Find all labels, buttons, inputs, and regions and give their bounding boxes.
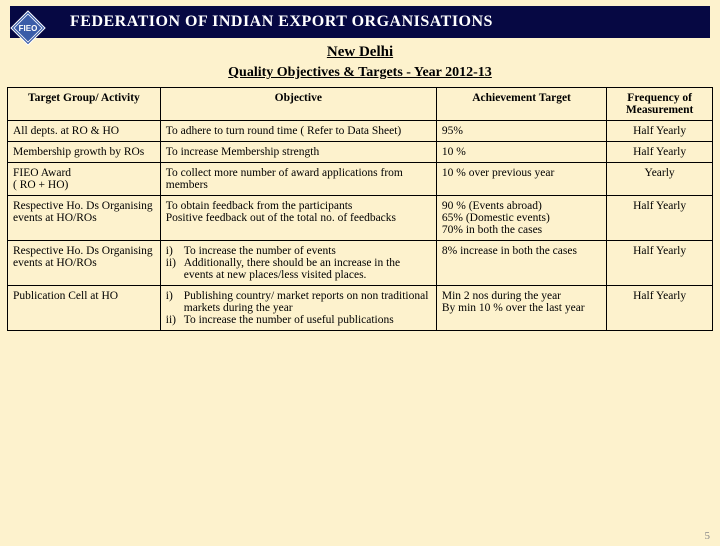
cell-objective: i)To increase the number of eventsii)Add… <box>160 241 436 286</box>
table-row: Respective Ho. Ds Organising events at H… <box>8 241 713 286</box>
fieo-logo: FIEO <box>10 10 46 46</box>
section-title: Quality Objectives & Targets - Year 2012… <box>0 65 720 81</box>
table-row: FIEO Award ( RO + HO)To collect more num… <box>8 163 713 196</box>
cell-objective: To increase Membership strength <box>160 142 436 163</box>
cell-objective: To adhere to turn round time ( Refer to … <box>160 121 436 142</box>
cell-frequency: Half Yearly <box>607 241 713 286</box>
cell-target: 10 % <box>436 142 606 163</box>
cell-activity: Respective Ho. Ds Organising events at H… <box>8 241 161 286</box>
cell-target: 8% increase in both the cases <box>436 241 606 286</box>
table-row: Respective Ho. Ds Organising events at H… <box>8 196 713 241</box>
col-frequency: Frequency of Measurement <box>607 88 713 121</box>
cell-activity: Respective Ho. Ds Organising events at H… <box>8 196 161 241</box>
cell-activity: FIEO Award ( RO + HO) <box>8 163 161 196</box>
cell-target: 90 % (Events abroad) 65% (Domestic event… <box>436 196 606 241</box>
table-row: Membership growth by ROsTo increase Memb… <box>8 142 713 163</box>
col-activity: Target Group/ Activity <box>8 88 161 121</box>
table-row: All depts. at RO & HOTo adhere to turn r… <box>8 121 713 142</box>
subtitle: New Delhi <box>0 44 720 61</box>
cell-target: Min 2 nos during the year By min 10 % ov… <box>436 286 606 331</box>
cell-frequency: Half Yearly <box>607 286 713 331</box>
cell-activity: All depts. at RO & HO <box>8 121 161 142</box>
table-row: Publication Cell at HOi)Publishing count… <box>8 286 713 331</box>
table-header-row: Target Group/ Activity Objective Achieve… <box>8 88 713 121</box>
cell-objective: To collect more number of award applicat… <box>160 163 436 196</box>
col-objective: Objective <box>160 88 436 121</box>
cell-target: 10 % over previous year <box>436 163 606 196</box>
cell-objective: To obtain feedback from the participants… <box>160 196 436 241</box>
objectives-table: Target Group/ Activity Objective Achieve… <box>7 87 713 331</box>
col-target: Achievement Target <box>436 88 606 121</box>
cell-frequency: Half Yearly <box>607 142 713 163</box>
page-number: 5 <box>705 530 711 542</box>
cell-activity: Membership growth by ROs <box>8 142 161 163</box>
svg-text:FIEO: FIEO <box>19 24 38 33</box>
cell-frequency: Half Yearly <box>607 196 713 241</box>
cell-objective: i)Publishing country/ market reports on … <box>160 286 436 331</box>
cell-activity: Publication Cell at HO <box>8 286 161 331</box>
org-title: FEDERATION OF INDIAN EXPORT ORGANISATION… <box>70 13 493 31</box>
cell-target: 95% <box>436 121 606 142</box>
title-bar: FEDERATION OF INDIAN EXPORT ORGANISATION… <box>10 6 710 38</box>
cell-frequency: Half Yearly <box>607 121 713 142</box>
cell-frequency: Yearly <box>607 163 713 196</box>
